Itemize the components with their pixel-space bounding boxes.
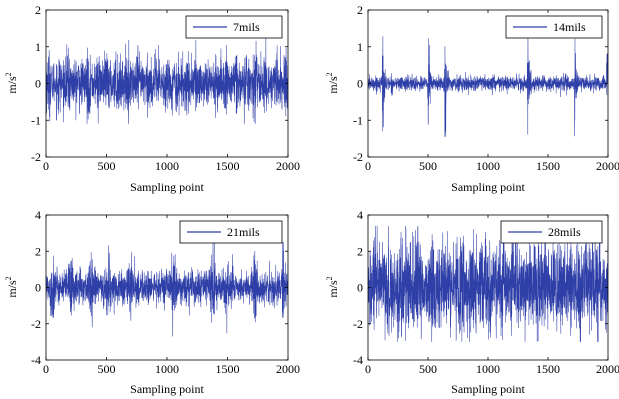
- signal-line: [368, 225, 608, 342]
- y-axis-label: m/s2: [325, 72, 340, 93]
- y-tick-label: 2: [35, 3, 41, 17]
- legend-box: [505, 15, 603, 39]
- x-tick-label: 2000: [596, 362, 619, 376]
- x-tick-label: 1500: [536, 362, 560, 376]
- series-path: [46, 36, 288, 124]
- y-tick-label: -2: [353, 150, 363, 164]
- svg-text:m/s2: m/s2: [4, 276, 19, 297]
- x-tick-label: 2000: [276, 362, 300, 376]
- y-tick-label: -4: [353, 353, 363, 367]
- axis-ticks: 0 500 1000 1500 2000 -4 -2 0 2 4: [31, 208, 300, 376]
- y-tick-label: 0: [357, 77, 363, 91]
- series-path: [368, 24, 608, 137]
- x-tick-label: 0: [43, 159, 49, 173]
- y-axis-label: m/s2: [4, 276, 19, 297]
- legend-label: 7mils: [233, 20, 260, 34]
- legend-box: [185, 15, 283, 39]
- y-tick-label: -2: [31, 150, 41, 164]
- panel-top-right: 0 500 1000 1500 2000 -2 -1 0 1 2 14mils Sampling …: [325, 3, 619, 194]
- series-path: [368, 225, 608, 342]
- y-tick-label: 4: [357, 208, 363, 222]
- signal-line: [368, 24, 608, 137]
- x-tick-label: 1500: [216, 159, 240, 173]
- x-tick-label: 1000: [476, 159, 500, 173]
- x-tick-label: 2000: [596, 159, 619, 173]
- panel-bottom-right: 0 500 1000 1500 2000 -4 -2 0 2 4 28mils Sampling …: [325, 208, 619, 396]
- legend: 21mils: [179, 220, 283, 244]
- legend: 28mils: [500, 220, 603, 244]
- x-tick-label: 1000: [155, 159, 179, 173]
- x-tick-label: 0: [43, 362, 49, 376]
- x-axis-label: Sampling point: [130, 382, 204, 396]
- x-tick-label: 1500: [216, 362, 240, 376]
- y-axis-label: m/s2: [4, 72, 19, 93]
- x-tick-label: 1500: [536, 159, 560, 173]
- y-tick-label: 2: [35, 244, 41, 258]
- x-tick-label: 0: [365, 159, 371, 173]
- svg-text:m/s2: m/s2: [4, 72, 19, 93]
- legend-box: [500, 220, 603, 244]
- y-tick-label: 2: [357, 3, 363, 17]
- axis-ticks: 0 500 1000 1500 2000 -2 -1 0 1 2: [353, 3, 619, 173]
- signal-line: [46, 36, 288, 124]
- x-axis-label: Sampling point: [451, 180, 525, 194]
- y-tick-label: 0: [35, 281, 41, 295]
- axis-ticks: 0 500 1000 1500 2000 -2 -1 0 1 2: [31, 3, 300, 173]
- x-tick-label: 500: [419, 159, 437, 173]
- svg-text:m/s2: m/s2: [325, 72, 340, 93]
- x-tick-label: 500: [98, 362, 116, 376]
- axis-ticks: 0 500 1000 1500 2000 -4 -2 0 2 4: [353, 208, 619, 376]
- x-tick-label: 500: [419, 362, 437, 376]
- legend: 7mils: [185, 15, 283, 39]
- y-tick-label: 2: [357, 244, 363, 258]
- x-axis-label: Sampling point: [451, 382, 525, 396]
- panel-top-left: 0 500 1000 1500 2000 -2 -1 0 1 2 7mils Sampling p…: [4, 3, 300, 194]
- legend-label: 21mils: [227, 225, 260, 239]
- x-tick-label: 1000: [476, 362, 500, 376]
- signal-line: [46, 242, 288, 337]
- x-tick-label: 2000: [276, 159, 300, 173]
- y-tick-label: -4: [31, 353, 41, 367]
- y-axis-label: m/s2: [325, 276, 340, 297]
- x-tick-label: 1000: [155, 362, 179, 376]
- y-tick-label: 1: [357, 40, 363, 54]
- legend-label: 28mils: [548, 225, 581, 239]
- y-tick-label: 1: [35, 40, 41, 54]
- x-tick-label: 500: [98, 159, 116, 173]
- y-tick-label: -2: [353, 317, 363, 331]
- legend-label: 14mils: [553, 20, 586, 34]
- series-path: [46, 242, 288, 337]
- x-axis-label: Sampling point: [130, 180, 204, 194]
- panel-bottom-left: 0 500 1000 1500 2000 -4 -2 0 2 4 21mils Sampling …: [4, 208, 300, 396]
- y-tick-label: 0: [357, 281, 363, 295]
- x-tick-label: 0: [365, 362, 371, 376]
- y-tick-label: 0: [35, 77, 41, 91]
- y-tick-label: -2: [31, 317, 41, 331]
- legend-box: [179, 220, 283, 244]
- y-tick-label: 4: [35, 208, 41, 222]
- svg-text:m/s2: m/s2: [325, 276, 340, 297]
- y-tick-label: -1: [31, 113, 41, 127]
- legend: 14mils: [505, 15, 603, 39]
- y-tick-label: -1: [353, 113, 363, 127]
